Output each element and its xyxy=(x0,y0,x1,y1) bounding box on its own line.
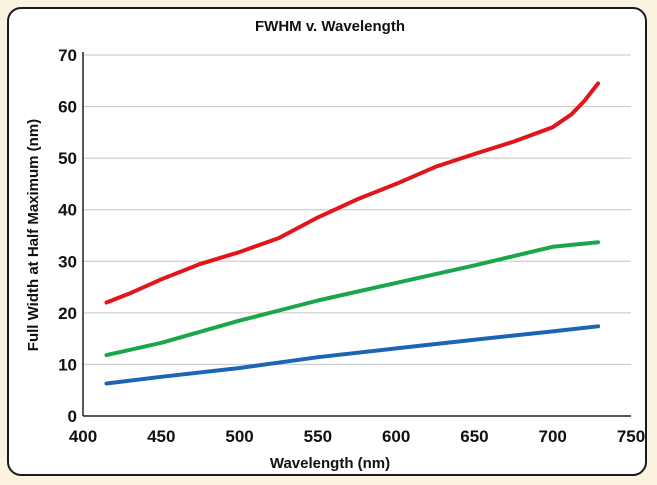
y-tick-label: 40 xyxy=(58,201,77,220)
y-tick-label: 0 xyxy=(68,407,77,426)
x-tick-label: 650 xyxy=(460,427,488,446)
y-tick-label: 50 xyxy=(58,149,77,168)
y-tick-label: 20 xyxy=(58,304,77,323)
x-tick-label: 400 xyxy=(69,427,97,446)
x-tick-label: 750 xyxy=(617,427,645,446)
x-tick-label: 600 xyxy=(382,427,410,446)
x-tick-label: 500 xyxy=(225,427,253,446)
x-tick-label: 450 xyxy=(147,427,175,446)
x-tick-label: 700 xyxy=(539,427,567,446)
series-line-1 xyxy=(104,240,601,358)
tick-labels: 0 10 20 30 40 50 60 70 400 450 500 550 600 650 700 750 xyxy=(58,46,645,446)
y-tick-label: 10 xyxy=(58,355,77,374)
series-line-2 xyxy=(104,324,601,386)
y-axis-label: Full Width at Half Maximum (nm) xyxy=(25,119,42,351)
chart-frame xyxy=(7,7,647,476)
series-lines xyxy=(104,81,601,386)
chart-title: FWHM v. Wavelength xyxy=(255,18,405,35)
axes xyxy=(82,52,631,417)
y-tick-label: 60 xyxy=(58,98,77,117)
y-tick-label: 70 xyxy=(58,46,77,65)
y-tick-label: 30 xyxy=(58,252,77,271)
x-axis-label: Wavelength (nm) xyxy=(270,455,390,472)
grid xyxy=(83,54,631,365)
series-line-0 xyxy=(104,81,601,305)
x-tick-label: 550 xyxy=(304,427,332,446)
